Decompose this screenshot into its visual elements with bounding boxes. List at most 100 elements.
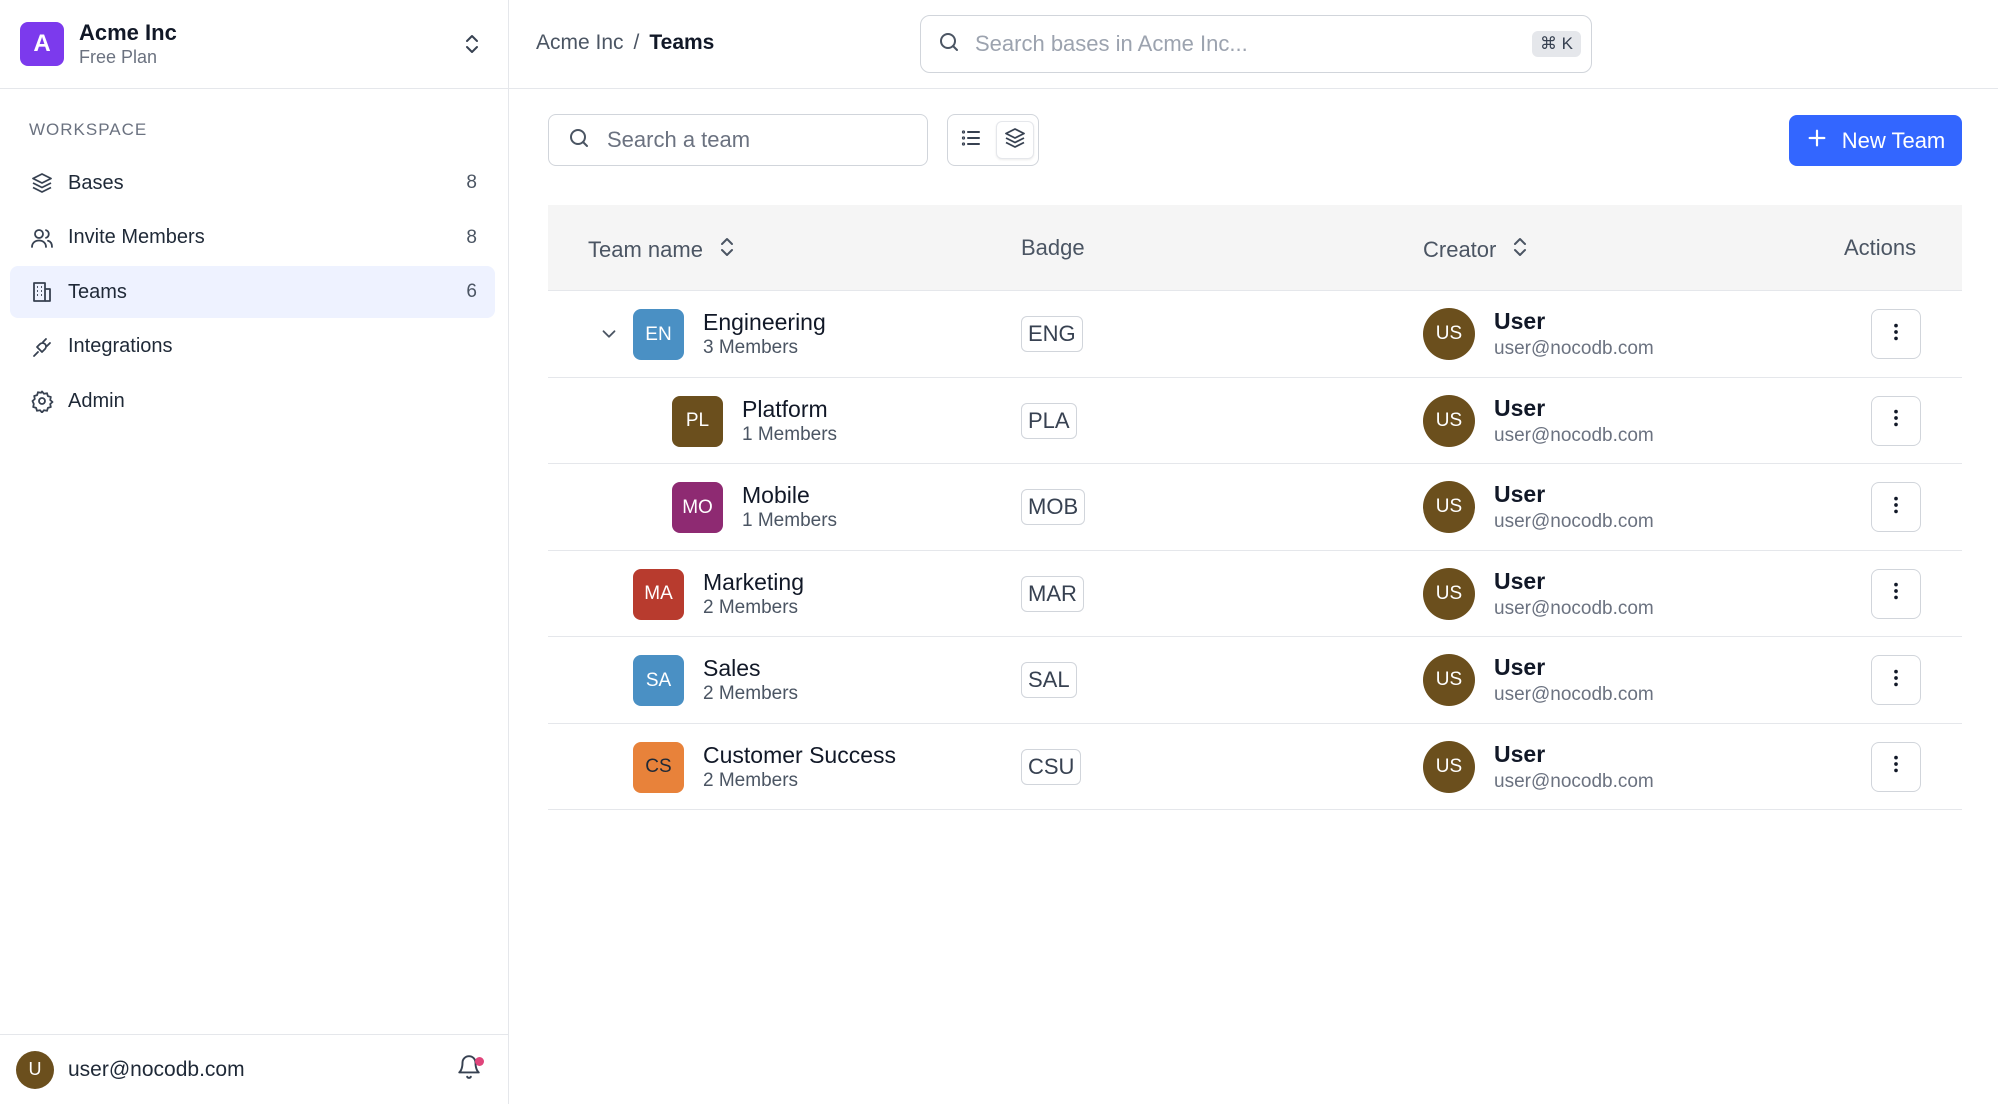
creator-avatar: US bbox=[1423, 654, 1475, 706]
column-header-creator[interactable]: Creator bbox=[1423, 235, 1530, 265]
sidebar-item-label: Integrations bbox=[68, 335, 173, 357]
row-actions-button[interactable] bbox=[1871, 309, 1921, 359]
creator-name: User bbox=[1494, 567, 1546, 594]
table-row[interactable]: SA Sales 2 Members SAL US User user@noco… bbox=[548, 637, 1962, 724]
team-members: 1 Members bbox=[742, 423, 838, 445]
column-header-badge: Badge bbox=[1021, 235, 1085, 261]
list-view-button[interactable] bbox=[952, 121, 990, 159]
tree-view-button[interactable] bbox=[996, 121, 1034, 159]
creator-email: user@nocodb.com bbox=[1494, 338, 1654, 359]
sidebar-item-integrations[interactable]: Integrations bbox=[10, 321, 495, 373]
sidebar-item-bases[interactable]: Bases 8 bbox=[10, 157, 495, 209]
team-info: Customer Success 2 Members bbox=[703, 742, 896, 794]
keyboard-shortcut-badge: ⌘ K bbox=[1531, 31, 1581, 57]
creator-avatar: US bbox=[1423, 394, 1475, 447]
table-row[interactable]: PL Platform 1 Members PLA US User user@n… bbox=[548, 378, 1962, 464]
team-members: 2 Members bbox=[703, 769, 799, 791]
team-avatar: PL bbox=[672, 395, 723, 447]
creator-info: User user@nocodb.com bbox=[1494, 568, 1654, 622]
row-actions-button[interactable] bbox=[1871, 568, 1921, 619]
more-vertical-icon bbox=[1885, 667, 1907, 694]
section-label-workspace: WORKSPACE bbox=[29, 120, 148, 139]
global-search-placeholder: Search bases in Acme Inc... bbox=[975, 31, 1248, 56]
team-avatar: MA bbox=[633, 568, 684, 620]
sidebar-item-invite-members[interactable]: Invite Members 8 bbox=[10, 212, 495, 264]
team-name: Platform bbox=[742, 395, 828, 422]
more-vertical-icon bbox=[1885, 321, 1907, 348]
team-name: Engineering bbox=[703, 309, 826, 335]
chevron-up-down-icon[interactable] bbox=[462, 32, 482, 56]
user-email: user@nocodb.com bbox=[68, 1057, 245, 1081]
team-badge: ENG bbox=[1021, 316, 1083, 352]
creator-avatar: US bbox=[1423, 481, 1475, 533]
team-badge: PLA bbox=[1021, 402, 1077, 439]
table-row[interactable]: EN Engineering 3 Members ENG US User use… bbox=[548, 291, 1962, 378]
creator-email: user@nocodb.com bbox=[1494, 511, 1654, 532]
table-row[interactable]: MO Mobile 1 Members MOB US User user@noc… bbox=[548, 464, 1962, 551]
notification-dot bbox=[475, 1056, 484, 1066]
global-search-input[interactable]: Search bases in Acme Inc... ⌘ K bbox=[920, 15, 1592, 73]
bell-icon bbox=[456, 1054, 482, 1085]
team-badge: MOB bbox=[1021, 489, 1086, 525]
database-icon bbox=[29, 170, 55, 196]
creator-email: user@nocodb.com bbox=[1494, 424, 1654, 446]
table-header: Team name Badge Creator Actions bbox=[548, 205, 1962, 291]
sort-icon[interactable] bbox=[717, 235, 737, 265]
row-actions-button[interactable] bbox=[1871, 741, 1921, 792]
row-actions-button[interactable] bbox=[1871, 482, 1921, 532]
team-avatar: MO bbox=[672, 482, 723, 533]
team-badge: MAR bbox=[1021, 575, 1084, 612]
sort-icon[interactable] bbox=[1510, 235, 1530, 265]
column-header-label: Creator bbox=[1423, 237, 1497, 262]
sidebar-item-count: 6 bbox=[466, 281, 477, 302]
plus-icon bbox=[1806, 127, 1828, 155]
column-header-actions: Actions bbox=[1844, 235, 1916, 261]
breadcrumb-separator: / bbox=[633, 31, 640, 54]
row-actions-button[interactable] bbox=[1871, 655, 1921, 705]
team-info: Mobile 1 Members bbox=[742, 482, 837, 534]
team-badge: SAL bbox=[1021, 662, 1077, 698]
team-members: 2 Members bbox=[703, 596, 799, 618]
plug-icon bbox=[29, 334, 55, 360]
sidebar-nav: Bases 8 Invite Members 8 Teams 6 Integra… bbox=[10, 157, 495, 430]
sidebar-item-teams[interactable]: Teams 6 bbox=[10, 266, 495, 318]
sidebar-item-label: Bases bbox=[68, 171, 124, 194]
users-icon bbox=[29, 225, 55, 251]
notifications-button[interactable] bbox=[454, 1055, 484, 1085]
chevron-down-icon[interactable] bbox=[598, 323, 620, 345]
sidebar-item-admin[interactable]: Admin bbox=[10, 375, 495, 427]
team-members: 3 Members bbox=[703, 337, 799, 358]
column-header-label: Badge bbox=[1021, 235, 1085, 260]
creator-info: User user@nocodb.com bbox=[1494, 654, 1654, 708]
team-search-input[interactable]: Search a team bbox=[548, 114, 928, 166]
user-menu[interactable]: U user@nocodb.com bbox=[0, 1034, 508, 1104]
team-badge: CSU bbox=[1021, 748, 1082, 785]
search-icon bbox=[937, 30, 961, 59]
breadcrumb-current: Teams bbox=[649, 31, 715, 54]
table-row[interactable]: MA Marketing 2 Members MAR US User user@… bbox=[548, 551, 1962, 637]
sidebar-item-count: 8 bbox=[466, 172, 477, 193]
workspace-logo: A bbox=[20, 22, 64, 66]
creator-email: user@nocodb.com bbox=[1494, 597, 1654, 619]
breadcrumb-parent[interactable]: Acme Inc bbox=[536, 31, 624, 54]
creator-info: User user@nocodb.com bbox=[1494, 308, 1654, 362]
creator-name: User bbox=[1494, 654, 1546, 680]
list-icon bbox=[959, 126, 983, 155]
more-vertical-icon bbox=[1885, 407, 1907, 434]
team-info: Engineering 3 Members bbox=[703, 309, 826, 361]
team-avatar: EN bbox=[633, 309, 684, 360]
creator-avatar: US bbox=[1423, 567, 1475, 620]
team-members: 2 Members bbox=[703, 683, 799, 704]
workspace-switcher[interactable]: A Acme Inc Free Plan bbox=[0, 0, 508, 89]
new-team-button[interactable]: New Team bbox=[1789, 115, 1962, 166]
sidebar-item-label: Admin bbox=[68, 389, 125, 412]
column-header-label: Actions bbox=[1844, 235, 1917, 260]
workspace-plan: Free Plan bbox=[79, 47, 158, 67]
creator-name: User bbox=[1494, 481, 1546, 507]
team-name: Mobile bbox=[742, 482, 810, 508]
table-row[interactable]: CS Customer Success 2 Members CSU US Use… bbox=[548, 724, 1962, 810]
row-actions-button[interactable] bbox=[1871, 395, 1921, 446]
column-header-team-name[interactable]: Team name bbox=[588, 235, 737, 265]
creator-email: user@nocodb.com bbox=[1494, 684, 1654, 705]
team-info: Sales 2 Members bbox=[703, 655, 798, 707]
